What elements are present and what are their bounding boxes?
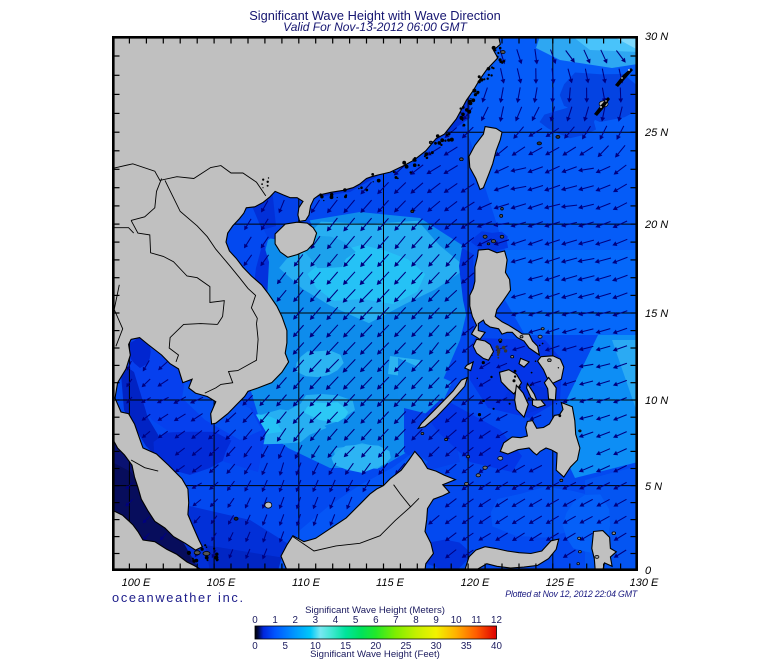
svg-text:25 N: 25 N (644, 127, 668, 139)
svg-text:10: 10 (451, 615, 462, 626)
svg-text:Plotted at Nov 12, 2012 22:04: Plotted at Nov 12, 2012 22:04 GMT (505, 589, 638, 599)
svg-text:4: 4 (333, 615, 339, 626)
svg-text:1: 1 (272, 615, 277, 626)
svg-text:15: 15 (340, 641, 351, 652)
svg-text:10: 10 (310, 641, 321, 652)
svg-text:11: 11 (471, 615, 481, 626)
svg-text:35: 35 (461, 641, 472, 652)
svg-text:15 N: 15 N (645, 308, 668, 320)
svg-text:100 E: 100 E (122, 577, 151, 589)
svg-text:9: 9 (433, 615, 438, 626)
svg-text:6: 6 (373, 615, 379, 626)
svg-text:7: 7 (393, 615, 398, 626)
svg-text:Significant Wave Height (Feet): Significant Wave Height (Feet) (310, 649, 440, 660)
svg-text:125 E: 125 E (546, 577, 575, 589)
svg-text:0: 0 (252, 641, 258, 652)
svg-text:8: 8 (413, 615, 419, 626)
svg-text:115 E: 115 E (376, 577, 405, 589)
svg-text:Significant Wave Height with W: Significant Wave Height with Wave Direct… (249, 8, 501, 23)
svg-text:5 N: 5 N (645, 481, 662, 493)
svg-text:Valid For Nov-13-2012 06:00 GM: Valid For Nov-13-2012 06:00 GMT (283, 20, 468, 34)
svg-text:40: 40 (491, 641, 502, 652)
svg-text:Significant Wave Height (Meter: Significant Wave Height (Meters) (305, 605, 445, 616)
svg-text:20: 20 (370, 641, 381, 652)
svg-text:12: 12 (491, 615, 502, 626)
svg-text:0: 0 (645, 565, 652, 577)
svg-text:5: 5 (353, 615, 359, 626)
svg-text:3: 3 (313, 615, 319, 626)
svg-text:10 N: 10 N (645, 395, 668, 407)
svg-text:110 E: 110 E (292, 577, 321, 589)
svg-text:2: 2 (292, 615, 297, 626)
svg-text:20 N: 20 N (644, 219, 668, 231)
svg-text:130 E: 130 E (630, 577, 659, 589)
svg-text:30: 30 (431, 641, 442, 652)
svg-text:5: 5 (282, 641, 288, 652)
svg-text:105 E: 105 E (207, 577, 236, 589)
svg-text:120 E: 120 E (461, 577, 490, 589)
svg-text:oceanweather inc.: oceanweather inc. (112, 590, 245, 605)
svg-text:25: 25 (400, 641, 411, 652)
svg-text:30 N: 30 N (645, 31, 668, 43)
svg-text:0: 0 (252, 615, 258, 626)
